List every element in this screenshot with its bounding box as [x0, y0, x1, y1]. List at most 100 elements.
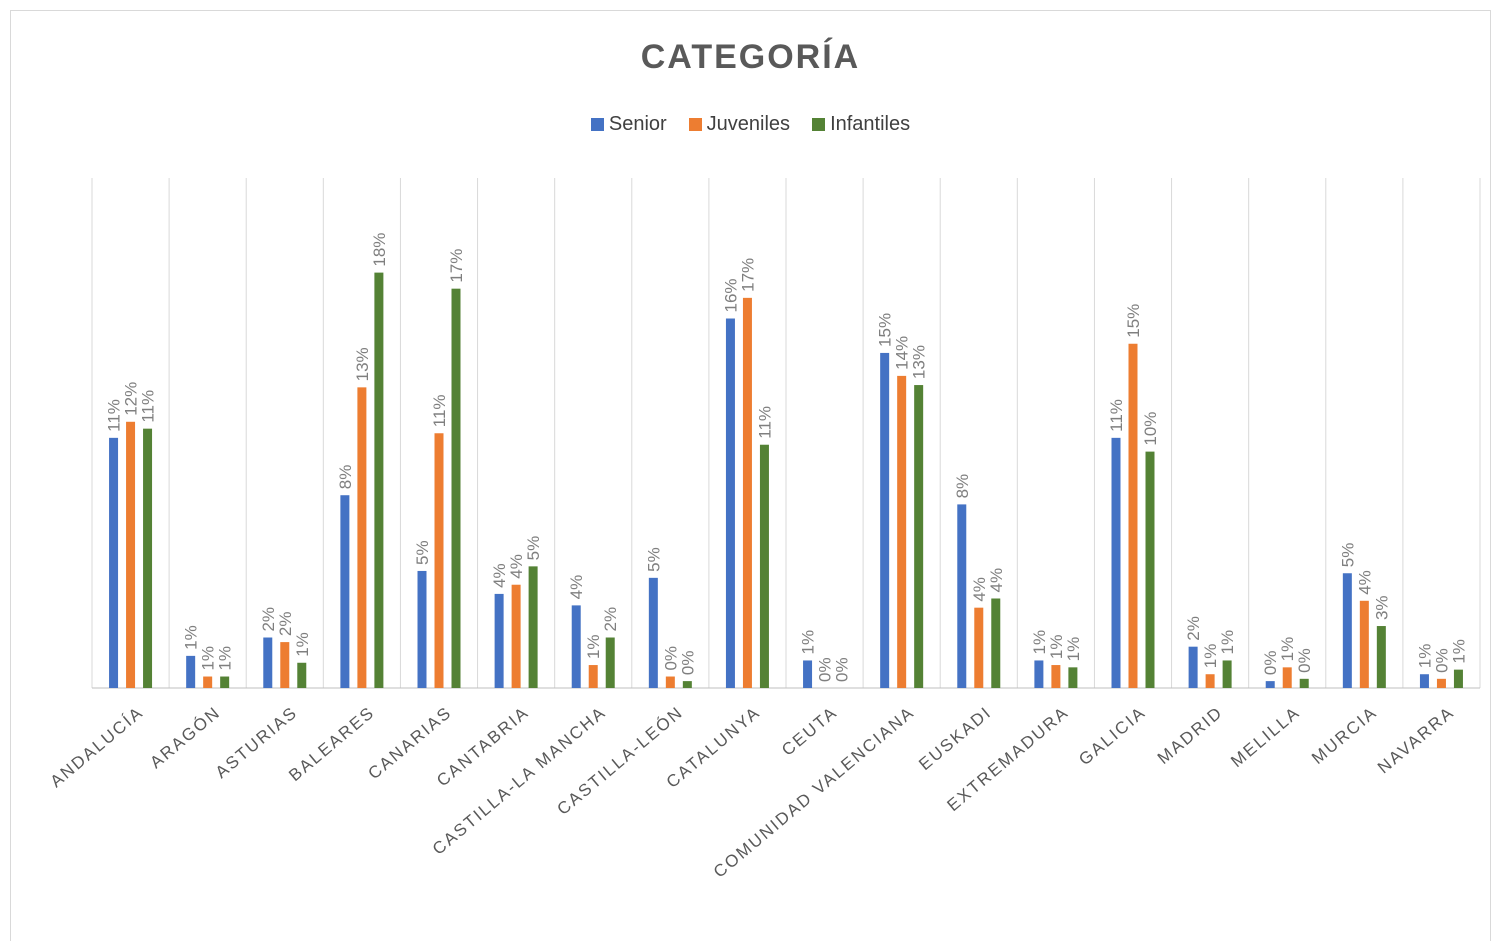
data-label: 0% — [661, 646, 680, 671]
data-label: 18% — [370, 233, 389, 267]
category-label: EUSKADI — [915, 703, 995, 775]
legend-label: Senior — [608, 113, 667, 135]
data-label: 5% — [524, 536, 543, 561]
data-label: 1% — [1030, 630, 1049, 655]
data-label: 4% — [970, 577, 989, 602]
bar — [1265, 681, 1275, 688]
data-label: 1% — [1047, 634, 1066, 659]
bar — [1376, 626, 1386, 688]
data-label: 0% — [833, 657, 852, 682]
legend-swatch — [812, 118, 826, 131]
data-label: 13% — [910, 345, 929, 379]
category-label: ANDALUCÍA — [47, 703, 148, 792]
bar — [991, 598, 1001, 688]
data-label: 5% — [413, 540, 432, 565]
data-label: 1% — [1201, 644, 1220, 669]
bar — [1205, 674, 1215, 688]
category-label: CASTILLA-LEÓN — [553, 703, 686, 819]
bar — [126, 421, 136, 688]
bar — [1419, 674, 1429, 688]
data-label: 17% — [738, 258, 757, 292]
bar — [297, 662, 307, 688]
bar — [143, 428, 153, 688]
data-label: 1% — [584, 634, 603, 659]
data-label: 2% — [259, 607, 278, 632]
bar — [1342, 573, 1352, 688]
data-label: 1% — [1278, 637, 1297, 662]
bar — [1188, 646, 1198, 688]
data-label: 2% — [276, 612, 295, 637]
category-label: GALICIA — [1075, 703, 1149, 770]
bar — [280, 642, 290, 688]
bar — [803, 660, 813, 688]
bar — [1453, 669, 1463, 688]
category-label: MURCIA — [1308, 703, 1381, 768]
legend-label: Juveniles — [706, 113, 791, 135]
data-label: 0% — [816, 657, 835, 682]
data-label: 4% — [567, 575, 586, 600]
data-label: 11% — [430, 394, 449, 427]
bar — [648, 577, 658, 688]
data-label: 1% — [182, 625, 201, 650]
bar — [1051, 665, 1061, 688]
bar — [1111, 437, 1121, 688]
category-label: NAVARRA — [1374, 703, 1458, 778]
bar — [897, 375, 907, 688]
bar — [357, 387, 367, 688]
data-label: 12% — [122, 382, 141, 416]
data-label: 2% — [601, 607, 620, 632]
bar — [109, 437, 119, 688]
data-label: 2% — [1184, 616, 1203, 641]
bar — [434, 433, 444, 688]
data-label: 4% — [490, 563, 509, 588]
bar — [203, 676, 213, 688]
legend-swatch — [688, 118, 702, 131]
bar — [186, 655, 196, 688]
data-label: 1% — [199, 646, 218, 671]
bar — [1436, 678, 1446, 688]
data-label: 13% — [353, 347, 372, 381]
data-label: 4% — [987, 568, 1006, 593]
bar — [1068, 667, 1078, 688]
category-label: MELILLA — [1227, 703, 1304, 772]
data-label: 8% — [953, 474, 972, 499]
bar — [914, 385, 924, 688]
bar — [588, 665, 598, 688]
data-label: 0% — [678, 651, 697, 676]
data-label: 5% — [644, 547, 663, 572]
data-label: 10% — [1141, 412, 1160, 446]
data-label: 1% — [216, 646, 235, 671]
data-label: 16% — [721, 278, 740, 312]
bar — [742, 297, 752, 688]
legend: Senior Juveniles Infantiles — [0, 113, 1501, 136]
data-label: 17% — [447, 249, 466, 283]
data-label: 1% — [799, 630, 818, 655]
bar — [974, 607, 984, 688]
bar — [1145, 451, 1155, 688]
data-label: 1% — [1218, 630, 1237, 655]
bar — [725, 318, 735, 688]
data-label: 4% — [507, 554, 526, 579]
bar — [1282, 667, 1292, 688]
bar — [494, 593, 504, 688]
bar — [571, 605, 581, 688]
data-label: 5% — [1338, 543, 1357, 568]
data-label: 3% — [1372, 595, 1391, 620]
data-label: 11% — [755, 406, 774, 439]
bar — [1299, 678, 1309, 688]
bar — [665, 676, 675, 688]
bar — [1128, 343, 1138, 688]
bar — [682, 681, 692, 688]
bar — [759, 444, 769, 688]
data-label: 11% — [139, 390, 158, 423]
legend-label: Infantiles — [830, 113, 911, 135]
legend-item: Infantiles — [812, 113, 910, 136]
category-label: MADRID — [1154, 703, 1227, 768]
data-label: 1% — [1449, 639, 1468, 664]
bar — [511, 584, 521, 688]
bar — [263, 637, 273, 688]
data-label: 4% — [1355, 570, 1374, 595]
bar — [528, 566, 538, 688]
data-label: 0% — [1261, 651, 1280, 676]
